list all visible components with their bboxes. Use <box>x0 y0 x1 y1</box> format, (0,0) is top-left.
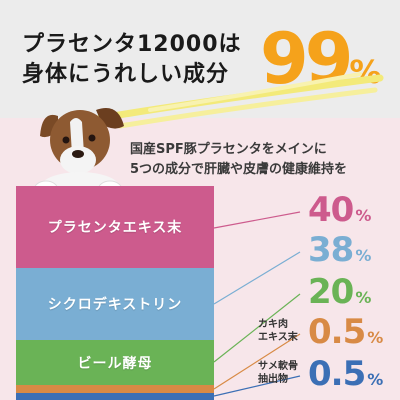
ingredient-label-line: エキス末 <box>258 332 298 343</box>
percentage-value: 0.5 <box>308 354 366 394</box>
ingredient-label: ビール酵母 <box>77 355 153 372</box>
ingredient-label-line: カキ肉 <box>258 319 288 330</box>
ingredient-percentage: 38% <box>308 230 371 270</box>
percentage-unit: % <box>367 328 384 347</box>
percentage-value: 20 <box>308 272 354 312</box>
yellow-swoosh-decoration <box>96 72 384 129</box>
ingredient-block-oyster <box>16 385 214 393</box>
ingredient-block-shark-cartilage <box>16 393 214 400</box>
ingredient-block-placenta: プラセンタエキス末 <box>16 186 214 268</box>
percentage-unit: % <box>355 246 372 265</box>
percentage-unit: % <box>355 206 372 225</box>
percentage-unit: % <box>355 288 372 307</box>
ingredient-percentage: 40% <box>308 190 371 230</box>
ingredient-label: プラセンタエキス末 <box>47 220 183 236</box>
ingredient-block-brewers-yeast: ビール酵母 <box>16 340 214 385</box>
header-band <box>0 0 400 118</box>
ingredient-percentage: 0.5% <box>308 354 383 394</box>
ingredient-label-oyster: カキ肉 エキス末 <box>258 318 298 344</box>
percentage-value: 0.5 <box>308 312 366 352</box>
ingredient-label: シクロデキストリン <box>47 297 183 313</box>
subtitle-line-2: 5つの成分で肝臓や皮膚の健康維持を <box>130 162 348 177</box>
headline-line-1: プラセンタ12000は <box>22 32 242 57</box>
percentage-value: 40 <box>308 190 354 230</box>
ingredient-percentage: 20% <box>308 272 371 312</box>
ingredient-label-line: 抽出物 <box>258 374 288 385</box>
ingredient-label-shark-cartilage: サメ軟骨 抽出物 <box>258 360 298 386</box>
ingredient-block-cyclodextrin: シクロデキストリン <box>16 268 214 340</box>
percentage-value: 38 <box>308 230 354 270</box>
ingredient-percentage: 0.5% <box>308 312 383 352</box>
percentage-unit: % <box>367 370 384 389</box>
ingredient-label-line: サメ軟骨 <box>258 361 298 372</box>
subtitle-line-1: 国産SPF豚プラセンタをメインに <box>130 142 327 157</box>
headline-line-2: 身体にうれしい成分 <box>22 62 230 87</box>
